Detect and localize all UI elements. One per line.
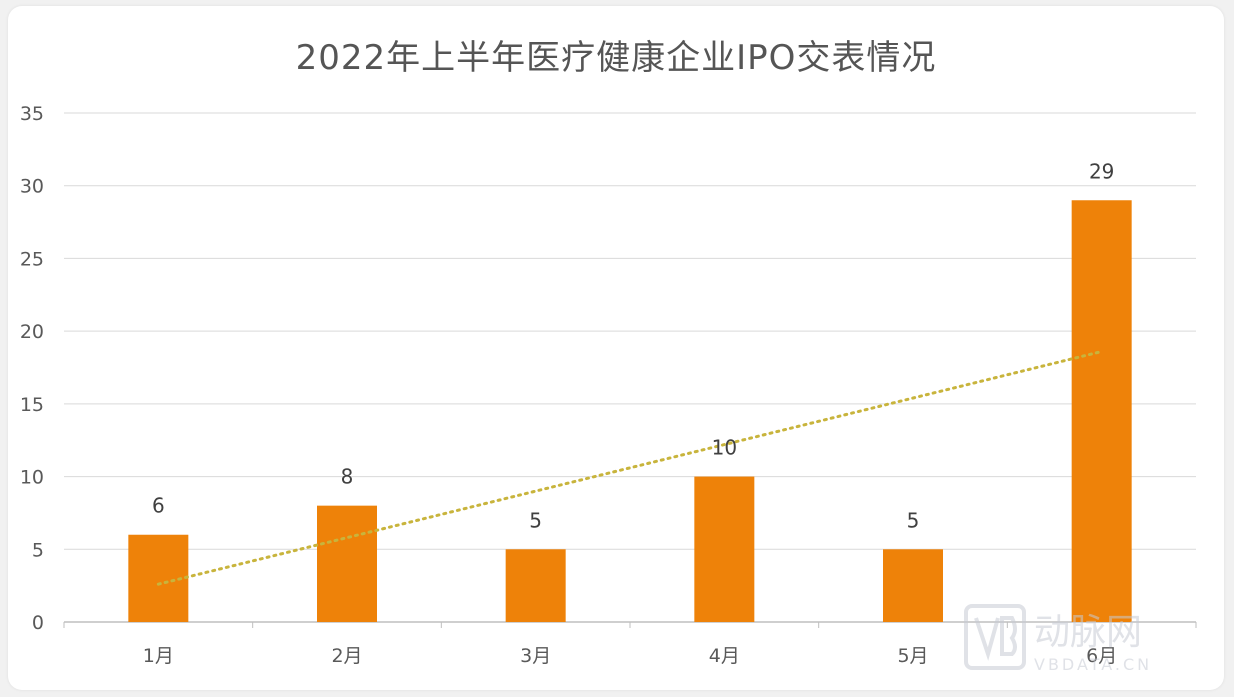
data-labels: 6 8 5 10 5 29 (152, 159, 1114, 532)
watermark-subtext: VBDATA.CN (1034, 655, 1152, 674)
bar (317, 505, 377, 622)
y-tick-label: 15 (20, 394, 44, 416)
gridlines (63, 112, 1197, 628)
trendline-layer (156, 350, 1104, 586)
y-axis-ticks: 0 5 10 15 20 25 30 35 (20, 103, 44, 634)
y-tick-label: 0 (32, 612, 44, 634)
y-tick-label: 30 (20, 176, 44, 198)
bar (1071, 200, 1132, 622)
x-tick-label: 1月 (143, 645, 174, 667)
y-tick-label: 5 (32, 539, 44, 561)
bar (505, 549, 566, 622)
bar-chart: 0 5 10 15 20 25 30 35 6 8 5 10 5 29 1月 2月 3月 4月 5月 6月 (20, 103, 1197, 667)
bars (128, 200, 1132, 622)
data-label: 6 (152, 494, 165, 518)
watermark-text: 动脉网 (1034, 612, 1142, 653)
x-axis-ticks: 1月 2月 3月 4月 5月 6月 (143, 645, 1117, 667)
watermark-logo: 动脉网 VBDATA.CN (964, 604, 1152, 674)
trendline (156, 350, 1104, 586)
data-label: 10 (712, 436, 737, 460)
x-tick-label: 6月 (1086, 645, 1117, 667)
x-tick-label: 5月 (897, 645, 928, 667)
x-tick-label: 3月 (520, 645, 551, 667)
data-label: 5 (907, 508, 920, 532)
y-tick-label: 20 (20, 321, 44, 343)
y-tick-label: 35 (20, 103, 44, 125)
x-tick-label: 2月 (331, 645, 362, 667)
data-label: 29 (1089, 159, 1114, 183)
x-tick-label: 4月 (709, 645, 740, 667)
bar (694, 476, 755, 622)
chart-title: 2022年上半年医疗健康企业IPO交表情况 (295, 38, 937, 78)
chart-card: 2022年上半年医疗健康企业IPO交表情况 0 5 10 15 20 25 30 35 6 8 5… (8, 6, 1224, 690)
data-label: 8 (341, 465, 354, 489)
vb-logo-icon (964, 604, 1026, 670)
y-tick-label: 25 (20, 248, 44, 270)
y-tick-label: 10 (20, 467, 44, 489)
bar (883, 549, 943, 622)
data-label: 5 (529, 508, 542, 532)
